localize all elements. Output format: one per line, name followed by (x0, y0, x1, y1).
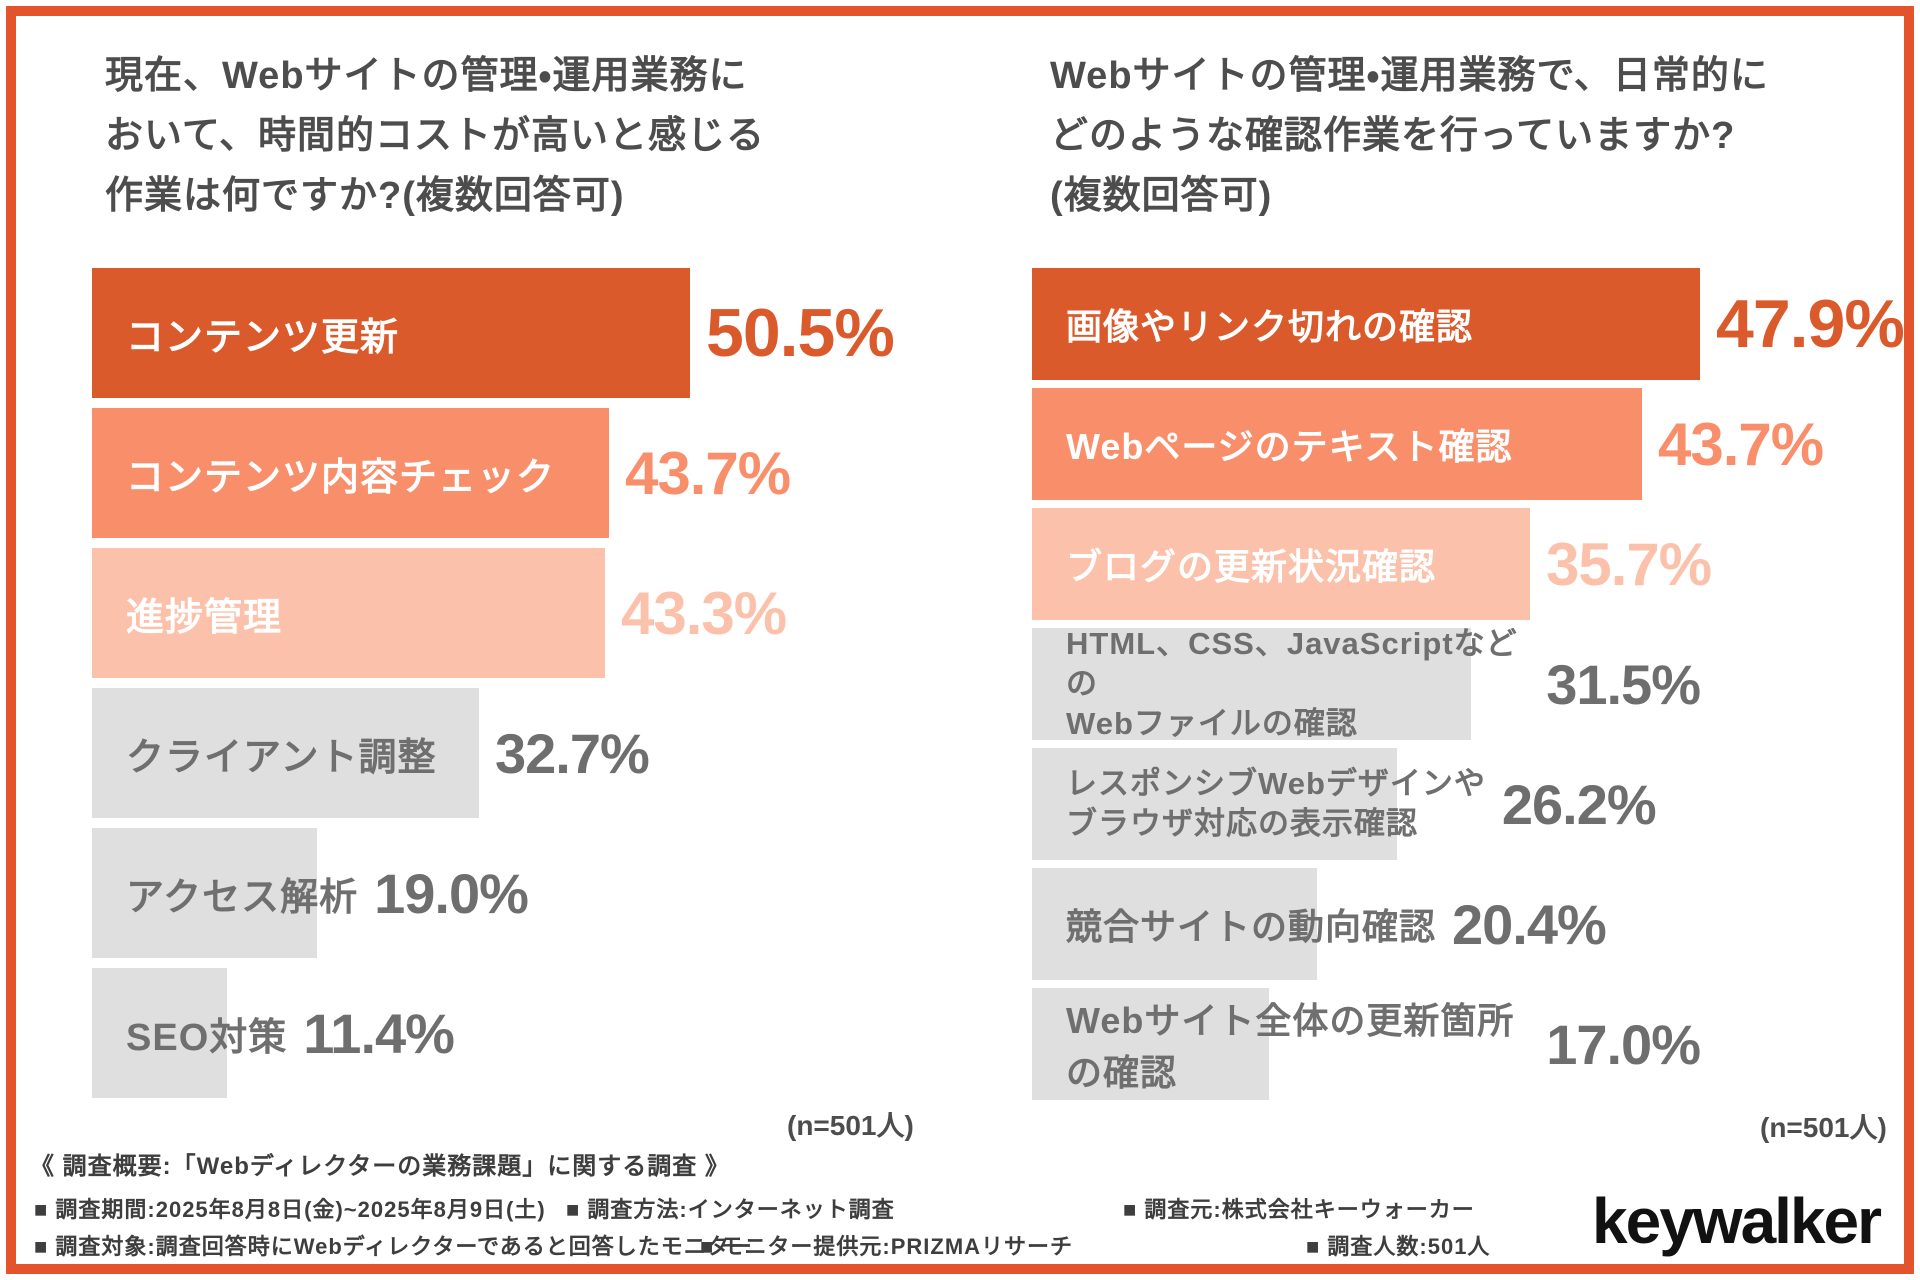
bar-row: SEO対策 11.4% (92, 968, 690, 1098)
bar-percent: 11.4% (303, 1001, 455, 1065)
bar-percent: 20.4% (1452, 892, 1607, 956)
right-chart-title: Webサイトの管理・運用業務で、日常的に どのような確認作業を行っていますか? … (1050, 46, 1769, 226)
bar-content: コンテンツ内容チェック 43.7% (92, 408, 791, 538)
bar-label: Webページのテキスト確認 (1066, 426, 1513, 467)
footer-item-survey-target: ■ 調査対象:調査回答時にWebディレクターであると回答したモニター (34, 1234, 753, 1259)
bar-label-holder: レスポンシブWebデザインや ブラウザ対応の表示確認 (1066, 764, 1486, 845)
bar-row: ブログの更新状況確認 35.7% (1032, 508, 1712, 620)
title-line: 作業は何ですか?(複数回答可) (105, 175, 625, 218)
bar-content: HTML、CSS、JavaScriptなどの Webファイルの確認 31.5% (1032, 626, 1701, 742)
bar-content: Webサイト全体の更新箇所の確認 17.0% (1032, 988, 1701, 1100)
bar-row: HTML、CSS、JavaScriptなどの Webファイルの確認 31.5% (1032, 626, 1701, 742)
bar-row: 進捗管理 43.3% (92, 548, 787, 678)
bar-percent: 47.9% (1716, 286, 1905, 362)
bar-content: 進捗管理 43.3% (92, 548, 787, 678)
bar-label: アクセス解析 (126, 876, 359, 919)
bar-label: SEO対策 (126, 1016, 288, 1059)
bar (92, 828, 317, 958)
bar-row: Webページのテキスト確認 43.7% (1032, 388, 1824, 500)
bar-label-holder: Webサイト全体の更新箇所の確認 (1066, 992, 1530, 1096)
bar-content: コンテンツ更新 50.5% (92, 268, 895, 398)
bar-row: コンテンツ内容チェック 43.7% (92, 408, 791, 538)
title-line: (複数回答可) (1050, 175, 1273, 218)
bar-label: ブログの更新状況確認 (1066, 546, 1437, 587)
bar-percent: 50.5% (706, 295, 895, 371)
bar-content: Webページのテキスト確認 43.7% (1032, 388, 1824, 500)
bar-label: クライアント調整 (126, 736, 437, 779)
bar-label: 画像やリンク切れの確認 (1066, 306, 1474, 347)
title-line: Webサイトの管理・運用業務で、日常的に (1050, 55, 1769, 97)
right-bar-chart: 画像やリンク切れの確認 47.9% Webページのテキスト確認 43.7% ブログの更新… (1032, 268, 1905, 1108)
footer-item-survey-source: ■ 調査元:株式会社キーウォーカー (1123, 1197, 1475, 1222)
bar-label: レスポンシブWebデザインや ブラウザ対応の表示確認 (1066, 765, 1486, 841)
survey-overview-heading: 《 調査概要:「Webディレクターの業務課題」に関する調査 》 (30, 1153, 730, 1180)
bar-label-holder: HTML、CSS、JavaScriptなどの Webファイルの確認 (1066, 624, 1530, 745)
sample-size-right: (n=501人) (1760, 1112, 1887, 1143)
bar-row: 画像やリンク切れの確認 47.9% (1032, 268, 1905, 380)
bar-label-holder: クライアント調整 (126, 726, 479, 781)
left-bar-chart: コンテンツ更新 50.5% コンテンツ内容チェック 43.7% 進捗管理 43.3% クライ… (92, 268, 895, 1108)
bar-label-holder: 画像やリンク切れの確認 (1066, 298, 1700, 350)
bar-label-holder: SEO対策 (126, 1006, 287, 1061)
bar (1032, 508, 1530, 620)
bar (92, 268, 690, 398)
footer-item-survey-period: ■ 調査期間:2025年8月8日(金)~2025年8月9日(土) (34, 1197, 546, 1222)
bar-row: アクセス解析 19.0% (92, 828, 690, 958)
bar-content: SEO対策 11.4% (92, 968, 690, 1098)
bar (1032, 988, 1269, 1100)
footer-item-survey-method: ■ 調査方法:インターネット調査 (566, 1197, 895, 1222)
title-line: どのような確認作業を行っていますか? (1050, 115, 1736, 158)
bar-percent: 17.0% (1546, 1012, 1701, 1076)
bar-percent: 19.0% (374, 861, 529, 925)
footer-item-monitor-provider: ■ モニター提供元:PRIZMAリサーチ (700, 1234, 1074, 1259)
bar (1032, 748, 1397, 860)
bar-percent: 43.3% (621, 579, 787, 647)
bar-content: ブログの更新状況確認 35.7% (1032, 508, 1712, 620)
bar-percent: 35.7% (1546, 530, 1712, 598)
bar (1032, 388, 1642, 500)
bar-label: 競合サイトの動向確認 (1066, 906, 1437, 947)
bar-percent: 31.5% (1546, 652, 1701, 716)
bar (92, 968, 227, 1098)
bar-content: クライアント調整 32.7% (92, 688, 690, 818)
title-line: 現在、Webサイトの管理・運用業務に (105, 55, 748, 97)
footer-item-survey-count: ■ 調査人数:501人 (1306, 1234, 1491, 1259)
bar-label-holder: 競合サイトの動向確認 (1066, 898, 1436, 950)
bar-percent: 26.2% (1501, 772, 1657, 836)
bar-row: コンテンツ更新 50.5% (92, 268, 895, 398)
keywalker-logo: keywalker (1592, 1185, 1882, 1257)
bar (92, 688, 479, 818)
bar-content: 画像やリンク切れの確認 47.9% (1032, 268, 1905, 380)
sample-size-left: (n=501人) (787, 1110, 914, 1141)
bar (1032, 268, 1700, 380)
bar-label-holder: Webページのテキスト確認 (1066, 418, 1642, 470)
bar-label-holder: コンテンツ更新 (126, 306, 690, 361)
bar-label: コンテンツ更新 (126, 316, 400, 359)
left-chart-title: 現在、Webサイトの管理・運用業務に おいて、時間的コストが高いと感じる 作業は… (105, 46, 765, 226)
bar-label: コンテンツ内容チェック (126, 456, 556, 499)
bar-percent: 43.7% (625, 439, 791, 507)
bar (92, 548, 605, 678)
bar-label-holder: 進捗管理 (126, 586, 605, 641)
bar-label: 進捗管理 (126, 596, 283, 639)
bar-percent: 43.7% (1658, 410, 1824, 478)
bar-row: 競合サイトの動向確認 20.4% (1032, 868, 1700, 980)
bar (1032, 868, 1317, 980)
bar-label: Webサイト全体の更新箇所の確認 (1066, 1000, 1515, 1093)
bar (1032, 628, 1471, 740)
bar-row: レスポンシブWebデザインや ブラウザ対応の表示確認 26.2% (1032, 748, 1700, 860)
bar-content: 競合サイトの動向確認 20.4% (1032, 868, 1700, 980)
bar-content: アクセス解析 19.0% (92, 828, 690, 958)
bar-row: クライアント調整 32.7% (92, 688, 690, 818)
title-line: おいて、時間的コストが高いと感じる (105, 115, 765, 158)
bar-label-holder: コンテンツ内容チェック (126, 446, 609, 501)
bar-percent: 32.7% (495, 721, 650, 785)
bar-label-holder: アクセス解析 (126, 866, 358, 921)
bar-row: Webサイト全体の更新箇所の確認 17.0% (1032, 988, 1701, 1100)
bar (92, 408, 609, 538)
bar-label: HTML、CSS、JavaScriptなどの Webファイルの確認 (1066, 625, 1518, 742)
bar-content: レスポンシブWebデザインや ブラウザ対応の表示確認 26.2% (1032, 748, 1700, 860)
bar-label-holder: ブログの更新状況確認 (1066, 538, 1530, 590)
